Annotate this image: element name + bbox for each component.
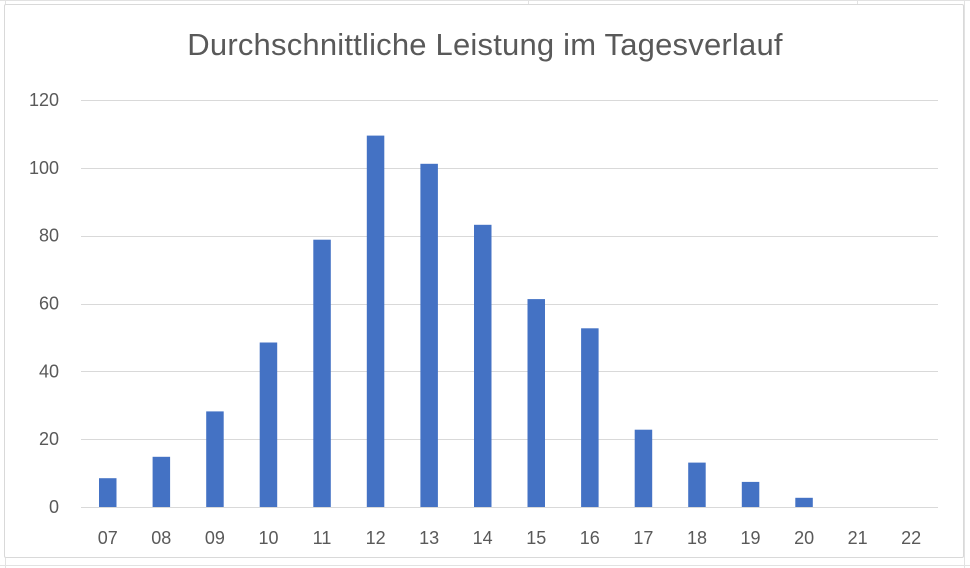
x-tick-label: 13 [419,528,439,548]
x-tick-label: 17 [633,528,653,548]
x-tick-label: 10 [258,528,278,548]
x-tick-label: 21 [848,528,868,548]
bar-12[interactable] [366,135,385,507]
y-axis-tick-labels: 0 20 40 60 80 100 120 [29,90,59,517]
y-tick-label: 100 [29,158,59,178]
y-tick-label: 20 [39,429,59,449]
y-tick-label: 80 [39,226,59,246]
x-tick-label: 16 [580,528,600,548]
x-tick-label: 07 [98,528,118,548]
bar-14[interactable] [474,224,492,508]
bar-series[interactable] [99,135,813,508]
y-tick-label: 60 [39,294,59,314]
x-tick-label: 09 [205,528,225,548]
bar-07[interactable] [99,478,117,507]
x-axis-tick-labels: 07 08 09 10 11 12 13 14 15 16 17 18 19 20 21 22 [98,528,921,548]
x-tick-label: 22 [901,528,921,548]
chart-title: Durchschnittliche Leistung im Tagesverla… [187,27,783,62]
y-tick-label: 120 [29,90,59,110]
bar-09[interactable] [206,411,224,507]
x-tick-label: 11 [313,528,332,548]
bar-18[interactable] [688,462,706,507]
bar-17[interactable] [634,429,653,507]
bar-20[interactable] [795,497,813,507]
x-tick-label: 12 [366,528,386,548]
bar-13[interactable] [420,163,438,508]
y-tick-label: 40 [39,361,59,381]
x-tick-label: 20 [794,528,814,548]
x-tick-label: 18 [687,528,707,548]
x-tick-label: 14 [473,528,493,548]
gridlines [81,100,938,508]
bar-11[interactable] [313,239,331,507]
bar-16[interactable] [581,328,599,507]
x-tick-label: 19 [740,528,760,548]
bar-10[interactable] [259,342,278,508]
y-tick-label: 0 [49,497,59,517]
bar-08[interactable] [152,456,171,507]
bar-15[interactable] [527,299,546,507]
x-tick-label: 08 [151,528,171,548]
bar-19[interactable] [741,481,760,507]
x-tick-label: 15 [526,528,546,548]
